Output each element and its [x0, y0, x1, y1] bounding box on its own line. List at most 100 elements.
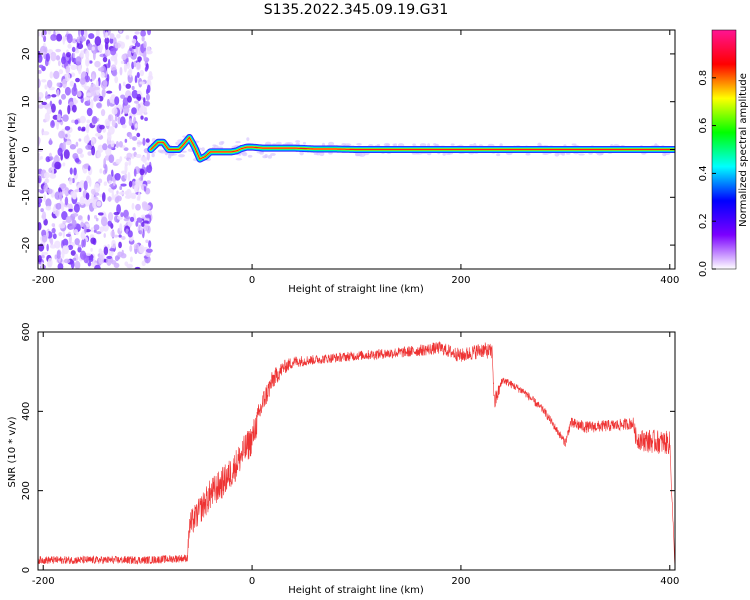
noise-speck	[136, 217, 143, 223]
noise-speck	[100, 216, 108, 227]
noise-speck	[77, 30, 81, 37]
snr-x-ticks: -200 0 200 400	[32, 332, 679, 587]
ridge-halo-speck	[241, 151, 248, 157]
noise-speck	[71, 104, 77, 113]
noise-speck	[98, 254, 104, 265]
ridge-halo-speck	[267, 155, 273, 159]
ridge-halo-speck	[262, 155, 268, 159]
noise-speck	[130, 192, 137, 198]
noise-speck	[97, 212, 104, 216]
spectrogram-x-tick-label-3: 400	[660, 275, 679, 286]
noise-speck	[76, 43, 84, 50]
noise-speck	[107, 244, 110, 249]
ridge-halo-speck	[571, 143, 577, 146]
noise-speck	[51, 223, 56, 227]
noise-speck	[71, 119, 76, 124]
noise-speck	[118, 141, 123, 148]
noise-speck	[94, 60, 101, 68]
noise-speck	[58, 99, 62, 105]
noise-speck	[62, 162, 66, 167]
noise-speck	[61, 248, 65, 259]
noise-speck	[107, 30, 111, 36]
spectrogram-x-label: Height of straight line (km)	[288, 284, 424, 295]
noise-speck	[65, 134, 68, 138]
colorbar-tick-label-1: 0.2	[698, 213, 709, 229]
noise-speck	[136, 196, 141, 201]
ridge-halo-speck	[542, 152, 549, 155]
noise-speck	[129, 47, 133, 52]
noise-speck	[74, 238, 80, 246]
noise-speck	[43, 183, 49, 192]
noise-speck	[138, 230, 143, 235]
snr-series-line	[38, 340, 675, 570]
noise-speck	[127, 74, 133, 84]
noise-speck	[113, 211, 120, 216]
noise-speck	[90, 78, 93, 82]
noise-speck	[131, 85, 135, 91]
noise-speck	[110, 64, 117, 72]
noise-speck	[90, 247, 93, 252]
noise-speck	[106, 90, 113, 94]
noise-speck	[79, 35, 86, 42]
noise-speck	[85, 49, 90, 60]
noise-speck	[65, 65, 71, 74]
spectrogram-x-tick-label-1: 0	[249, 275, 255, 286]
noise-speck	[54, 161, 61, 170]
noise-speck	[38, 222, 42, 231]
ridge-halo-speck	[270, 153, 276, 156]
noise-speck	[104, 37, 110, 45]
noise-speck	[85, 223, 90, 228]
noise-speck	[145, 88, 149, 95]
noise-speck	[51, 227, 56, 234]
noise-speck	[121, 235, 126, 240]
noise-speck	[138, 244, 145, 254]
noise-speck	[62, 114, 69, 122]
noise-speck	[59, 183, 67, 189]
noise-speck	[64, 86, 71, 96]
noise-speck	[113, 234, 119, 238]
noise-speck	[134, 100, 139, 104]
noise-speck	[95, 231, 102, 235]
noise-speck	[70, 250, 76, 256]
noise-speck	[134, 179, 141, 186]
ridge-halo-speck	[302, 141, 307, 145]
noise-speck	[120, 60, 125, 65]
noise-speck	[75, 141, 79, 147]
noise-speck	[84, 197, 91, 207]
noise-speck	[91, 46, 95, 51]
noise-speck	[136, 93, 142, 102]
noise-speck	[49, 173, 57, 179]
noise-speck	[136, 62, 141, 70]
spectrogram-panel: -200 0 200 400 -20 -10 0 10 20 Height of straig…	[7, 29, 749, 295]
colorbar-tick-label-4: 0.8	[698, 70, 709, 86]
noise-speck	[91, 74, 95, 82]
noise-speck	[44, 95, 51, 99]
noise-speck	[46, 243, 49, 252]
noise-speck	[126, 61, 131, 70]
noise-speck	[145, 46, 151, 55]
noise-speck	[56, 122, 59, 130]
noise-speck	[110, 140, 115, 148]
noise-speck	[140, 173, 144, 181]
ridge-halo-speck	[383, 142, 391, 147]
noise-speck	[44, 178, 50, 184]
noise-speck	[116, 33, 121, 39]
noise-speck	[88, 177, 92, 187]
noise-speck	[96, 102, 102, 108]
noise-speck	[89, 99, 94, 110]
figure-title: S135.2022.345.09.19.G31	[264, 2, 449, 18]
noise-speck	[107, 133, 112, 141]
noise-speck	[81, 126, 86, 131]
ridge-halo-speck	[235, 141, 241, 144]
noise-speck	[77, 64, 82, 75]
noise-speck	[144, 214, 152, 219]
noise-speck	[94, 36, 102, 47]
noise-speck	[144, 204, 151, 211]
noise-speck	[125, 35, 130, 40]
noise-speck	[96, 200, 102, 207]
noise-speck	[105, 31, 108, 39]
noise-speck	[49, 100, 53, 107]
noise-speck	[80, 30, 85, 37]
noise-speck	[114, 76, 119, 84]
noise-speck	[87, 151, 93, 156]
